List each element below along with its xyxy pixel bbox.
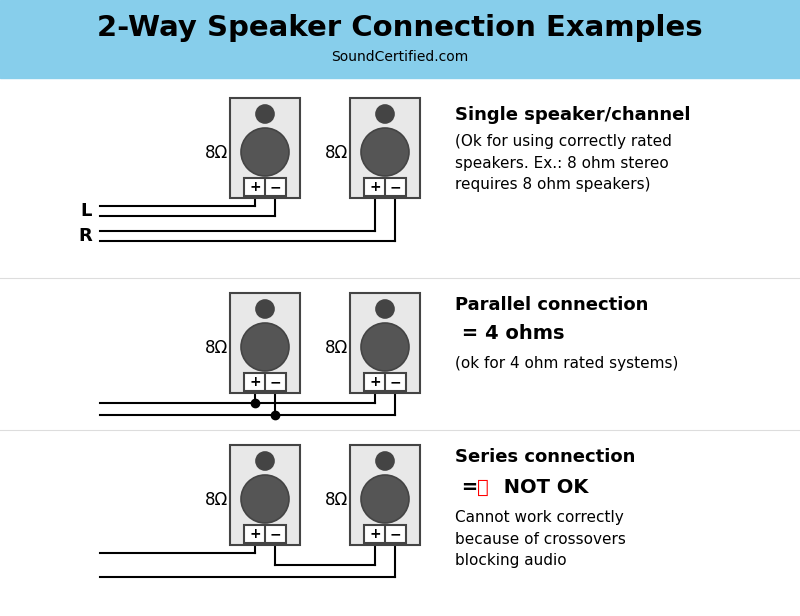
Text: Series connection: Series connection	[455, 448, 635, 466]
Text: 8Ω: 8Ω	[324, 491, 348, 509]
Text: −: −	[389, 375, 401, 389]
Bar	[350, 445, 420, 545]
Text: +: +	[249, 375, 261, 389]
Circle shape	[256, 300, 274, 318]
Text: Cannot work correctly
because of crossovers
blocking audio: Cannot work correctly because of crossov…	[455, 510, 626, 568]
Bar	[244, 373, 286, 391]
Text: +: +	[369, 180, 381, 194]
Text: Single speaker/channel: Single speaker/channel	[455, 106, 690, 124]
Circle shape	[361, 475, 409, 523]
Bar	[230, 445, 300, 545]
Text: = 4 ohms: = 4 ohms	[455, 324, 565, 343]
Bar	[364, 178, 406, 196]
Circle shape	[256, 105, 274, 123]
Text: −: −	[389, 527, 401, 541]
Circle shape	[376, 300, 394, 318]
Text: 8Ω: 8Ω	[204, 144, 228, 162]
Circle shape	[361, 128, 409, 176]
Text: −: −	[269, 180, 281, 194]
Text: −: −	[389, 180, 401, 194]
Text: ❌: ❌	[477, 478, 489, 497]
Bar	[0, 0, 800, 78]
Bar	[350, 98, 420, 198]
Text: +: +	[369, 527, 381, 541]
Bar	[244, 178, 286, 196]
Circle shape	[376, 452, 394, 470]
Text: 8Ω: 8Ω	[204, 339, 228, 357]
Circle shape	[241, 128, 289, 176]
Text: R: R	[78, 227, 92, 245]
Circle shape	[256, 452, 274, 470]
Circle shape	[241, 323, 289, 371]
Text: −: −	[269, 375, 281, 389]
Text: (Ok for using correctly rated
speakers. Ex.: 8 ohm stereo
requires 8 ohm speaker: (Ok for using correctly rated speakers. …	[455, 134, 672, 192]
Text: +: +	[369, 375, 381, 389]
Text: +: +	[249, 180, 261, 194]
Text: =: =	[455, 478, 485, 497]
Circle shape	[361, 323, 409, 371]
Bar	[364, 373, 406, 391]
Text: −: −	[269, 527, 281, 541]
Text: 8Ω: 8Ω	[324, 144, 348, 162]
Bar	[230, 98, 300, 198]
Text: 8Ω: 8Ω	[204, 491, 228, 509]
Text: +: +	[249, 527, 261, 541]
Bar	[230, 293, 300, 393]
Bar	[350, 293, 420, 393]
Bar	[244, 525, 286, 543]
Text: SoundCertified.com: SoundCertified.com	[331, 50, 469, 64]
Text: 8Ω: 8Ω	[324, 339, 348, 357]
Text: (ok for 4 ohm rated systems): (ok for 4 ohm rated systems)	[455, 356, 678, 371]
Text: L: L	[81, 202, 92, 220]
Text: 2-Way Speaker Connection Examples: 2-Way Speaker Connection Examples	[97, 14, 703, 42]
Circle shape	[241, 475, 289, 523]
Text: Parallel connection: Parallel connection	[455, 296, 648, 314]
Text: NOT OK: NOT OK	[497, 478, 588, 497]
Circle shape	[376, 105, 394, 123]
Bar	[364, 525, 406, 543]
